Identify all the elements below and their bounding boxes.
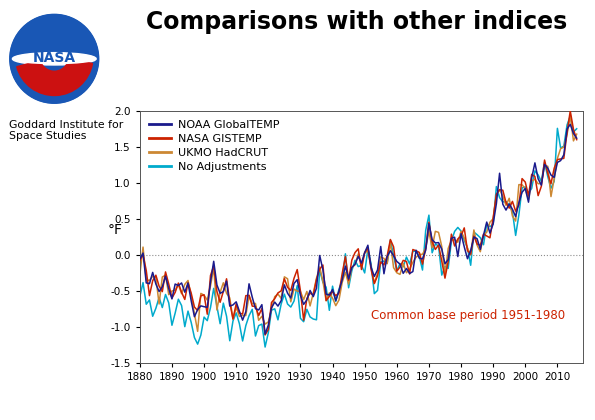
Text: Common base period 1951-1980: Common base period 1951-1980 [371, 309, 565, 322]
Wedge shape [17, 59, 92, 95]
Text: Goddard Institute for
Space Studies: Goddard Institute for Space Studies [9, 120, 123, 141]
Y-axis label: °F: °F [108, 223, 123, 237]
Text: Comparisons with other indices: Comparisons with other indices [146, 10, 568, 34]
Text: NASA: NASA [33, 51, 76, 65]
Ellipse shape [12, 52, 96, 65]
Legend: NOAA GlobalTEMP, NASA GISTEMP, UKMO HadCRUT, No Adjustments: NOAA GlobalTEMP, NASA GISTEMP, UKMO HadC… [145, 117, 283, 175]
Ellipse shape [14, 54, 95, 64]
Circle shape [10, 15, 98, 103]
